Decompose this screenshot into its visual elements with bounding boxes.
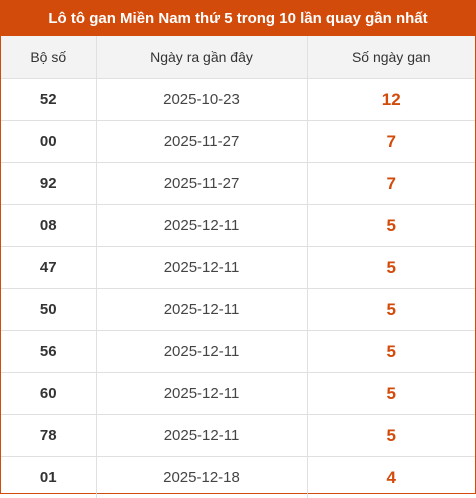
lottery-number: 52: [1, 79, 96, 121]
last-appearance-date: 2025-12-11: [96, 415, 307, 457]
table-row: 00 2025-11-27 7: [1, 121, 475, 163]
header-row: Bộ số Ngày ra gần đây Số ngày gan: [1, 36, 475, 79]
gan-days: 5: [307, 289, 475, 331]
last-appearance-date: 2025-11-27: [96, 163, 307, 205]
table-row: 56 2025-12-11 5: [1, 331, 475, 373]
lottery-number: 56: [1, 331, 96, 373]
table-row: 60 2025-12-11 5: [1, 373, 475, 415]
gan-days: 5: [307, 415, 475, 457]
gan-days: 5: [307, 373, 475, 415]
table-row: 47 2025-12-11 5: [1, 247, 475, 289]
lottery-number: 50: [1, 289, 96, 331]
table-row: 78 2025-12-11 5: [1, 415, 475, 457]
gan-days: 7: [307, 163, 475, 205]
last-appearance-date: 2025-12-11: [96, 205, 307, 247]
lottery-number: 92: [1, 163, 96, 205]
gan-days: 5: [307, 331, 475, 373]
last-appearance-date: 2025-11-27: [96, 121, 307, 163]
gan-days: 5: [307, 247, 475, 289]
table-title: Lô tô gan Miền Nam thứ 5 trong 10 lần qu…: [1, 1, 475, 36]
lottery-number: 60: [1, 373, 96, 415]
lottery-number: 08: [1, 205, 96, 247]
gan-days: 5: [307, 205, 475, 247]
column-header-number: Bộ số: [1, 36, 96, 79]
last-appearance-date: 2025-12-18: [96, 457, 307, 498]
column-header-last-date: Ngày ra gần đây: [96, 36, 307, 79]
last-appearance-date: 2025-12-11: [96, 331, 307, 373]
gan-days: 4: [307, 457, 475, 498]
lottery-number: 47: [1, 247, 96, 289]
table-row: 92 2025-11-27 7: [1, 163, 475, 205]
last-appearance-date: 2025-12-11: [96, 247, 307, 289]
gan-days: 7: [307, 121, 475, 163]
lottery-number: 00: [1, 121, 96, 163]
last-appearance-date: 2025-12-11: [96, 289, 307, 331]
lottery-number: 78: [1, 415, 96, 457]
last-appearance-date: 2025-12-11: [96, 373, 307, 415]
table-row: 08 2025-12-11 5: [1, 205, 475, 247]
table-row: 52 2025-10-23 12: [1, 79, 475, 121]
lottery-number: 01: [1, 457, 96, 498]
column-header-gan-days: Số ngày gan: [307, 36, 475, 79]
last-appearance-date: 2025-10-23: [96, 79, 307, 121]
gan-days: 12: [307, 79, 475, 121]
lo-gan-table: Bộ số Ngày ra gần đây Số ngày gan 52 202…: [1, 36, 475, 498]
table-row: 50 2025-12-11 5: [1, 289, 475, 331]
table-row: 01 2025-12-18 4: [1, 457, 475, 498]
